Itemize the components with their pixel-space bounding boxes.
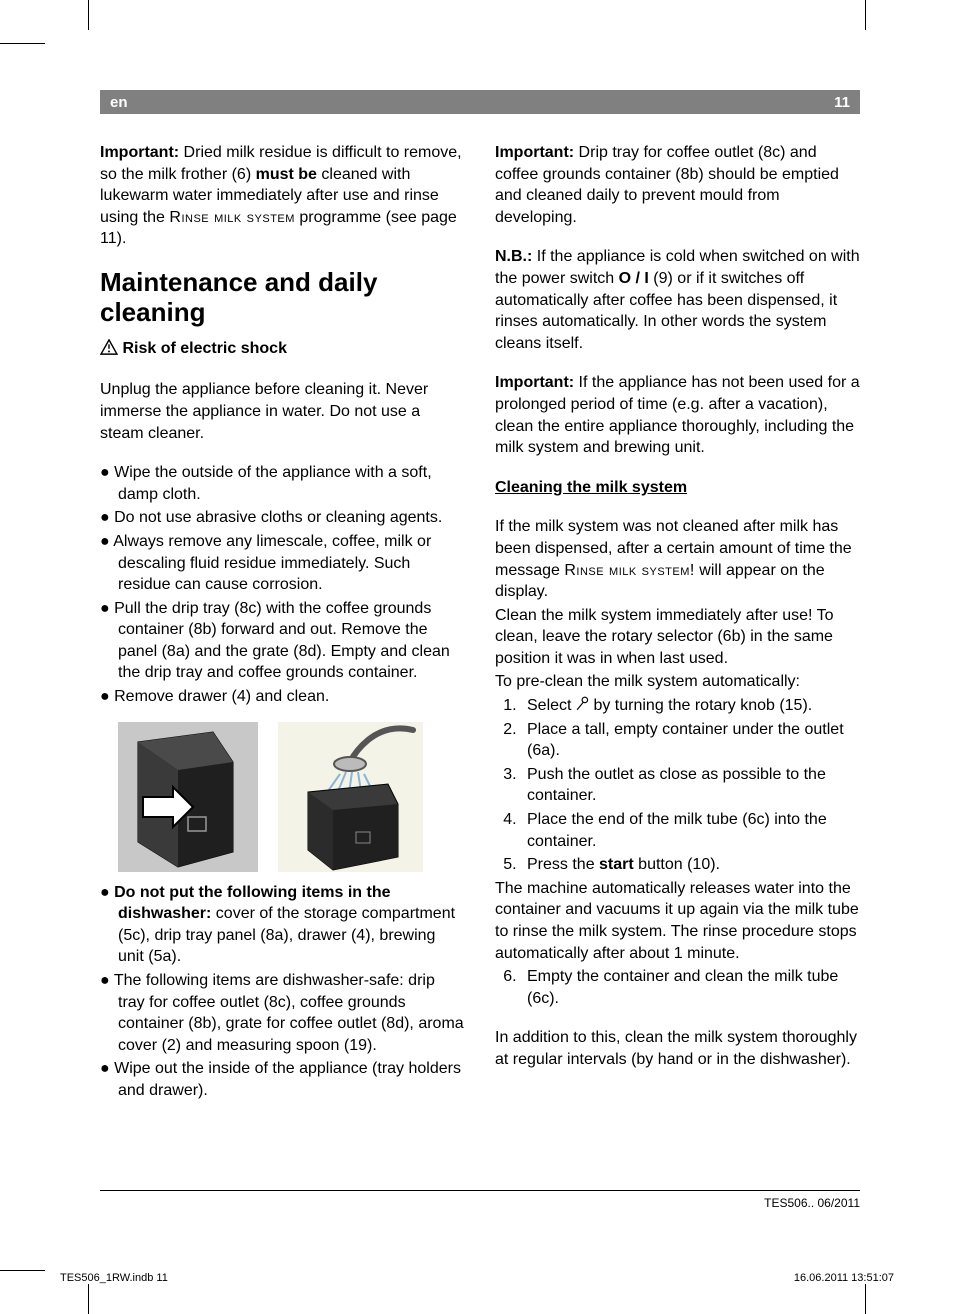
bullet-list-2: Do not put the following items in the di… — [100, 882, 465, 1102]
list-item: Wipe the outside of the appliance with a… — [100, 462, 465, 505]
step-item: Select 🝯 by turning the rotary knob (15)… — [521, 695, 860, 717]
list-item: Do not use abrasive cloths or cleaning a… — [100, 507, 465, 529]
page-content: en 11 Important: Dried milk residue is d… — [100, 90, 860, 1116]
para: Important: Drip tray for coffee outlet (… — [495, 142, 860, 228]
left-column: Important: Dried milk residue is difficu… — [100, 142, 465, 1116]
list-item: Do not put the following items in the di… — [100, 882, 465, 968]
two-columns: Important: Dried milk residue is difficu… — [100, 142, 860, 1116]
list-item: Wipe out the inside of the appliance (tr… — [100, 1058, 465, 1101]
list-item: Always remove any limescale, coffee, mil… — [100, 531, 465, 596]
section-heading: Maintenance and daily cleaning — [100, 268, 465, 328]
para: To pre-clean the milk system automatical… — [495, 671, 860, 693]
list-item: Remove drawer (4) and clean. — [100, 686, 465, 708]
warning-icon — [100, 339, 118, 362]
important-label: Important: — [100, 144, 179, 161]
rinse-illustration — [278, 722, 423, 872]
illustration-row — [118, 722, 465, 872]
footer-rule — [100, 1190, 860, 1191]
list-item: The following items are dishwasher-safe:… — [100, 970, 465, 1056]
para: N.B.: If the appliance is cold when swit… — [495, 246, 860, 354]
warning-body: Unplug the appliance before cleaning it.… — [100, 379, 465, 444]
imprint-right: 16.06.2011 13:51:07 — [794, 1272, 894, 1284]
header-page: 11 — [834, 94, 850, 111]
footer-model: TES506.. 06/2011 — [100, 1196, 860, 1210]
step-item: Push the outlet as close as possible to … — [521, 764, 860, 807]
ordered-steps: Select 🝯 by turning the rotary knob (15)… — [495, 695, 860, 876]
imprint-left: TES506_1RW.indb 11 — [60, 1272, 168, 1284]
step-item: Empty the container and clean the milk t… — [521, 966, 860, 1009]
drawer-illustration — [118, 722, 258, 872]
subheading: Cleaning the milk system — [495, 477, 860, 499]
right-column: Important: Drip tray for coffee outlet (… — [495, 142, 860, 1116]
para: In addition to this, clean the milk syst… — [495, 1027, 860, 1070]
para: If the milk system was not cleaned after… — [495, 516, 860, 602]
step-item: Place the end of the milk tube (6c) into… — [521, 809, 860, 852]
header-bar: en 11 — [100, 90, 860, 114]
warning-title: Risk of electric shock — [100, 338, 465, 362]
ordered-steps-2: Empty the container and clean the milk t… — [495, 966, 860, 1009]
para: Clean the milk system immediately after … — [495, 605, 860, 670]
para: Important: If the appliance has not been… — [495, 372, 860, 458]
list-item: Pull the drip tray (8c) with the coffee … — [100, 598, 465, 684]
para: The machine automatically releases water… — [495, 878, 860, 964]
intro-para: Important: Dried milk residue is difficu… — [100, 142, 465, 250]
step-item: Place a tall, empty container under the … — [521, 719, 860, 762]
step-item: Press the start button (10). — [521, 854, 860, 876]
header-lang: en — [110, 94, 128, 111]
bullet-list-1: Wipe the outside of the appliance with a… — [100, 462, 465, 708]
